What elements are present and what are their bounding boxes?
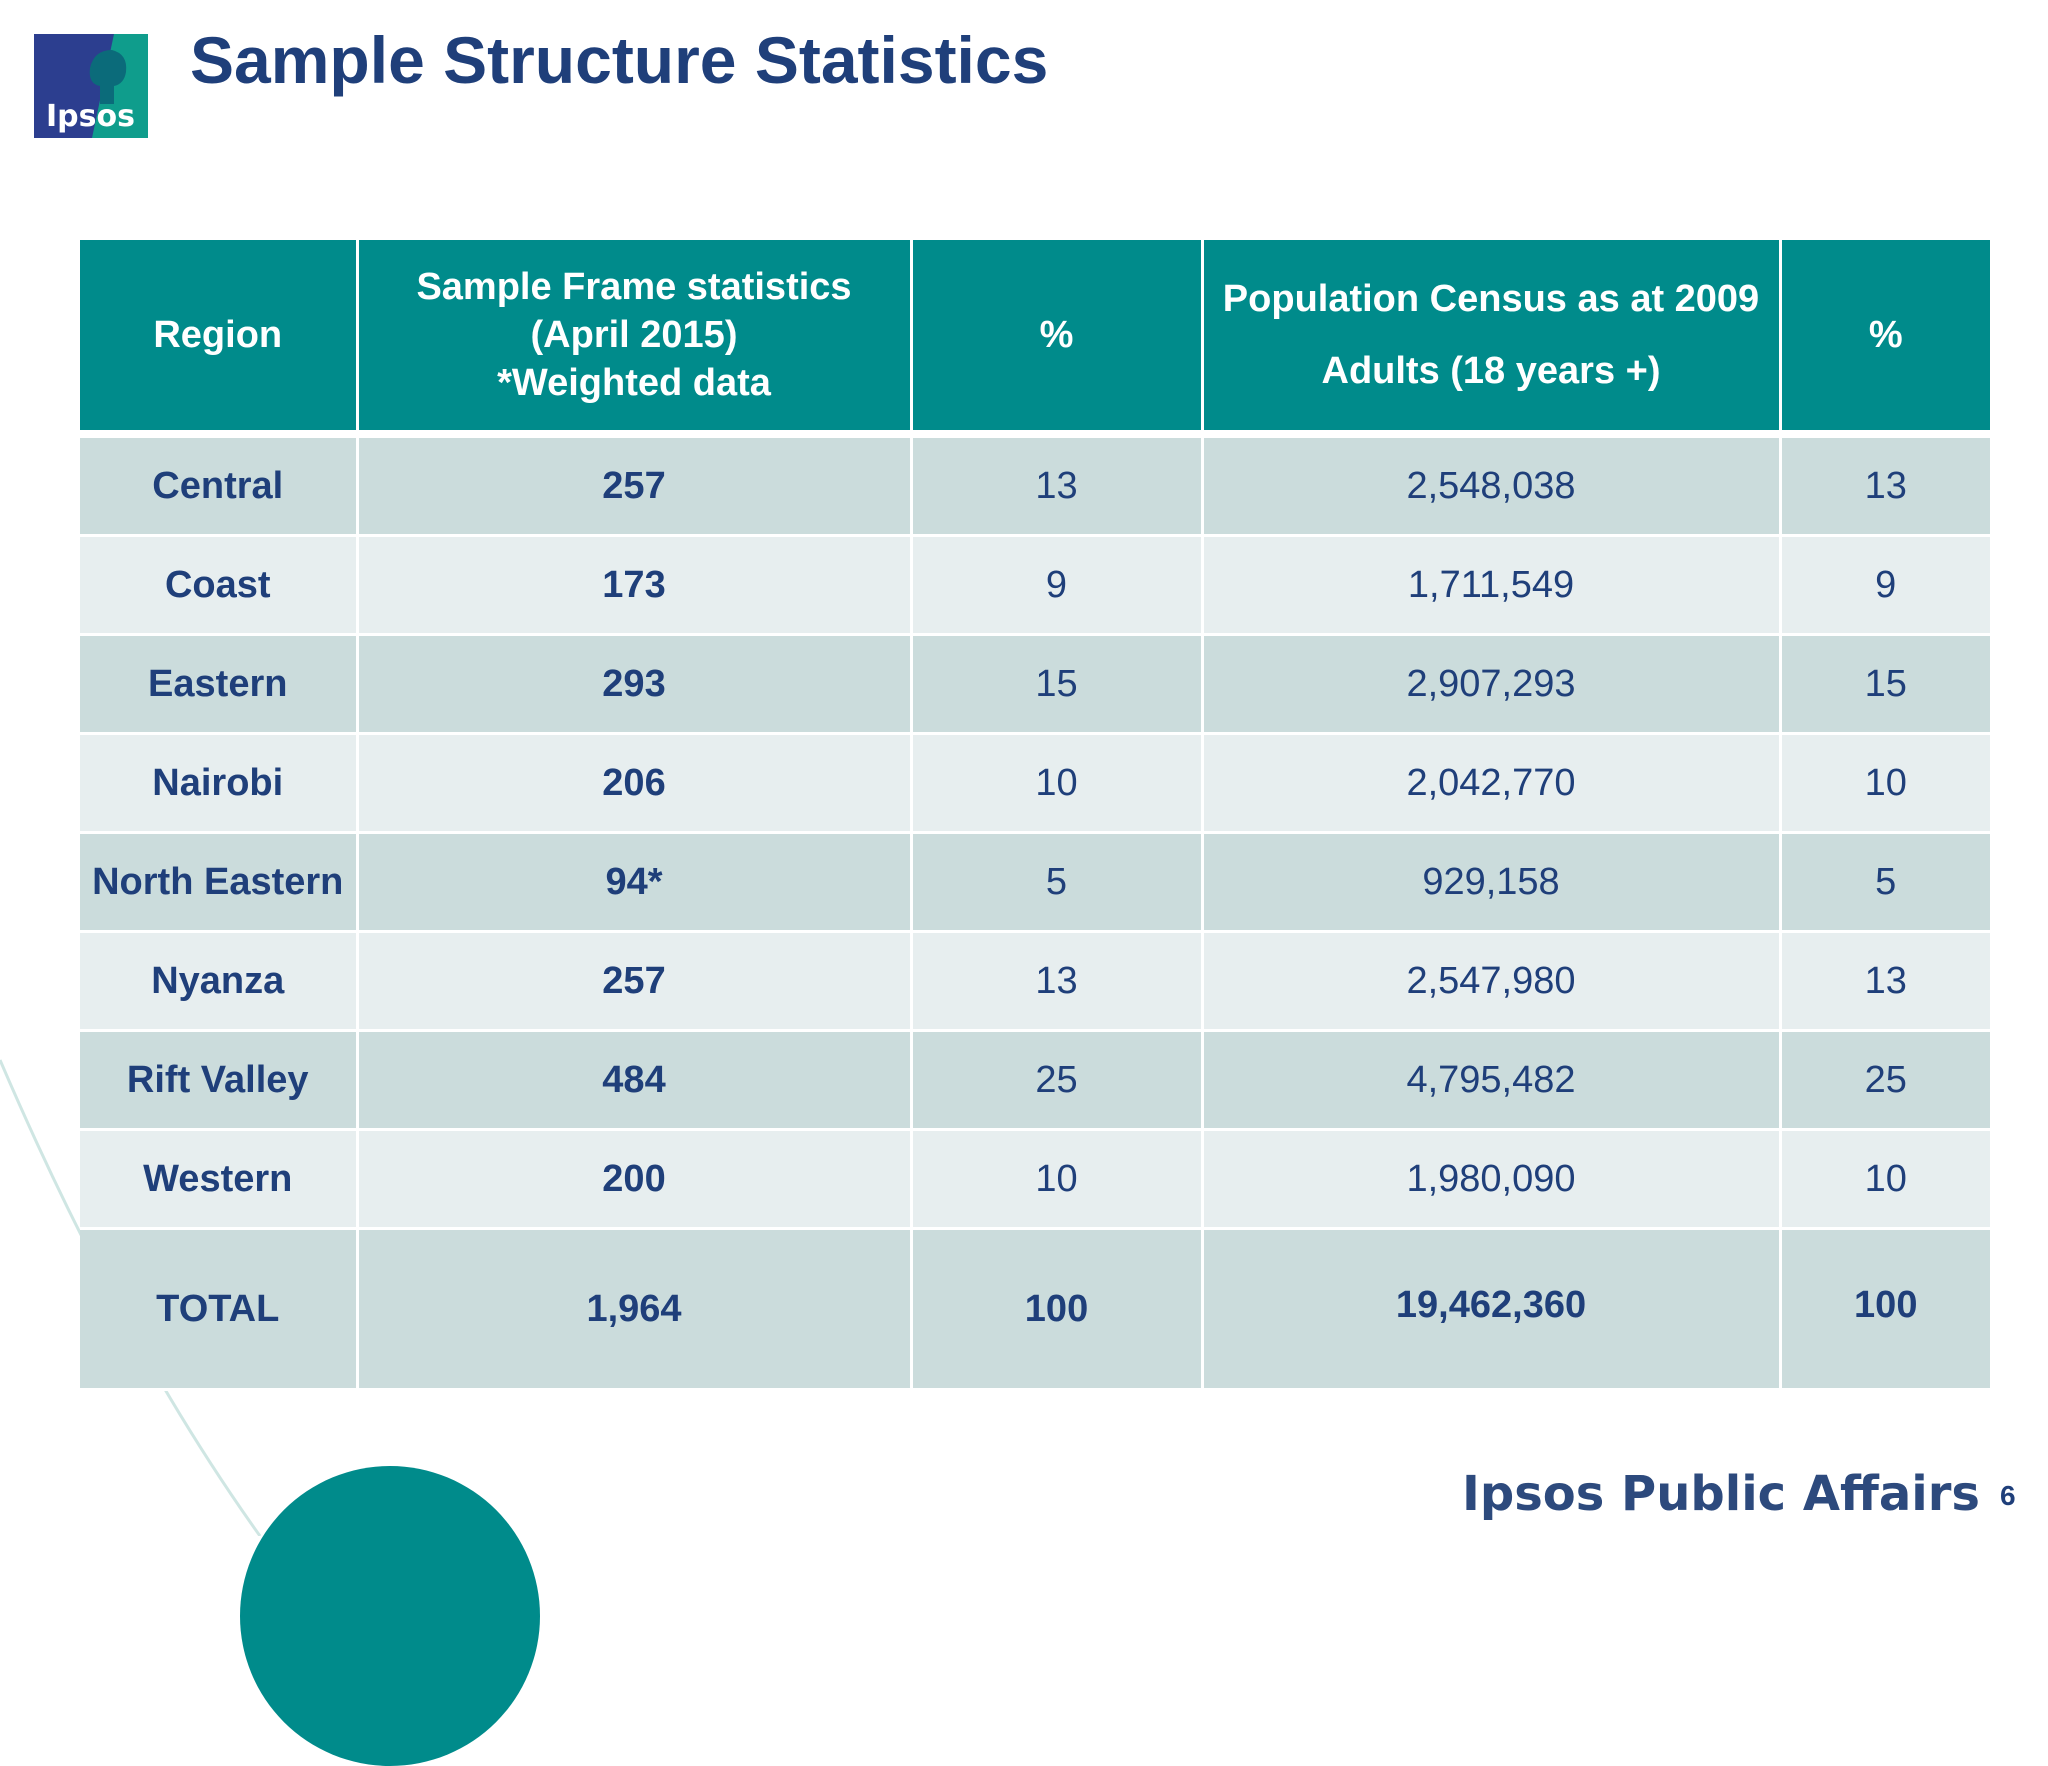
census-percent-cell: 15	[1780, 634, 1990, 735]
census-cell: 1,711,549	[1202, 535, 1782, 636]
census-percent-cell: 9	[1780, 535, 1990, 636]
region-cell: Eastern	[80, 634, 359, 735]
header-sample-line2: (April 2015)	[530, 314, 738, 356]
region-cell: Western	[80, 1129, 359, 1230]
header-census-line2: Adults (18 years +)	[1321, 350, 1661, 392]
census-cell: 4,795,482	[1202, 1030, 1782, 1131]
census-cell: 1,980,090	[1202, 1129, 1782, 1230]
census-percent-cell: 10	[1780, 1129, 1990, 1230]
census-percent-cell: 13	[1780, 931, 1990, 1032]
table-row: Eastern 293 15 2,907,293 15	[80, 634, 1990, 735]
region-cell: North Eastern	[80, 832, 359, 933]
census-cell: 929,158	[1202, 832, 1782, 933]
table-row: Nyanza 257 13 2,547,980 13	[80, 931, 1990, 1032]
page-number: 6	[2000, 1480, 2016, 1511]
decorative-circle	[240, 1466, 540, 1766]
table-row: Rift Valley 484 25 4,795,482 25	[80, 1030, 1990, 1131]
table-row: Western 200 10 1,980,090 10	[80, 1129, 1990, 1230]
sample-percent-cell: 10	[911, 1129, 1204, 1230]
census-percent-cell: 10	[1780, 733, 1990, 834]
total-label-cell: TOTAL	[80, 1228, 359, 1391]
census-cell: 2,042,770	[1202, 733, 1782, 834]
header-sample-frame: Sample Frame statistics (April 2015) *We…	[357, 240, 913, 438]
header-region: Region	[80, 240, 359, 438]
total-census-cell: 19,462,360	[1202, 1228, 1782, 1391]
total-census-percent-cell: 100	[1780, 1228, 1990, 1391]
table-header-row: Region Sample Frame statistics (April 20…	[80, 240, 1990, 438]
total-sample-cell: 1,964	[357, 1228, 913, 1391]
table-row: North Eastern 94* 5 929,158 5	[80, 832, 1990, 933]
sample-cell: 257	[357, 434, 913, 537]
table-row: Nairobi 206 10 2,042,770 10	[80, 733, 1990, 834]
sample-cell: 206	[357, 733, 913, 834]
total-sample-percent-cell: 100	[911, 1228, 1204, 1391]
region-cell: Central	[80, 434, 359, 537]
header-sample-line1: Sample Frame statistics	[416, 266, 852, 308]
census-cell: 2,547,980	[1202, 931, 1782, 1032]
sample-cell: 173	[357, 535, 913, 636]
sample-percent-cell: 9	[911, 535, 1204, 636]
header-census: Population Census as at 2009 Adults (18 …	[1202, 240, 1782, 438]
sample-cell: 257	[357, 931, 913, 1032]
sample-cell: 94*	[357, 832, 913, 933]
region-cell: Nairobi	[80, 733, 359, 834]
sample-statistics-table: Region Sample Frame statistics (April 20…	[80, 240, 1990, 1391]
table-row: Central 257 13 2,548,038 13	[80, 434, 1990, 537]
region-cell: Coast	[80, 535, 359, 636]
page-title: Sample Structure Statistics	[190, 23, 1049, 97]
header-census-line1: Population Census as at 2009	[1222, 278, 1760, 320]
header-sample-line3: *Weighted data	[497, 362, 771, 404]
region-cell: Nyanza	[80, 931, 359, 1032]
svg-text:Ipsos: Ipsos	[46, 99, 135, 134]
census-percent-cell: 5	[1780, 832, 1990, 933]
header-percent-census: %	[1780, 240, 1990, 438]
footer-brand: Ipsos Public Affairs	[1462, 1466, 1980, 1522]
census-cell: 2,907,293	[1202, 634, 1782, 735]
census-percent-cell: 13	[1780, 434, 1990, 537]
sample-cell: 200	[357, 1129, 913, 1230]
sample-percent-cell: 15	[911, 634, 1204, 735]
sample-percent-cell: 5	[911, 832, 1204, 933]
sample-cell: 293	[357, 634, 913, 735]
table-total-row: TOTAL 1,964 100 19,462,360 100	[80, 1228, 1990, 1391]
header-percent-sample: %	[911, 240, 1204, 438]
ipsos-logo: Ipsos	[34, 34, 148, 138]
sample-percent-cell: 10	[911, 733, 1204, 834]
sample-percent-cell: 13	[911, 434, 1204, 537]
table-row: Coast 173 9 1,711,549 9	[80, 535, 1990, 636]
census-cell: 2,548,038	[1202, 434, 1782, 537]
region-cell: Rift Valley	[80, 1030, 359, 1131]
sample-percent-cell: 13	[911, 931, 1204, 1032]
sample-percent-cell: 25	[911, 1030, 1204, 1131]
sample-cell: 484	[357, 1030, 913, 1131]
census-percent-cell: 25	[1780, 1030, 1990, 1131]
